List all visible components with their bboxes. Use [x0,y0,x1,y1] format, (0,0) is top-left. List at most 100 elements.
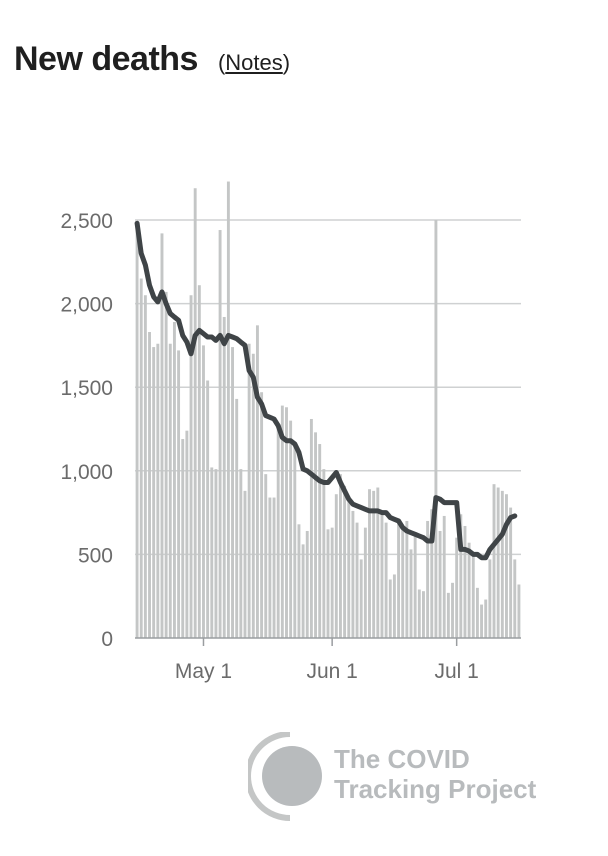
bar [226,181,230,638]
bar [301,544,305,638]
bar [492,484,496,638]
bar [197,285,201,638]
bar [255,325,259,638]
bar [164,291,168,638]
bar [376,487,380,638]
y-tick-label: 0 [101,628,113,651]
bar [143,295,147,638]
bar [297,524,301,638]
bar [397,520,401,638]
bar [272,497,276,638]
bar [496,487,500,638]
x-tick-label: Jun 1 [306,660,357,683]
bar [338,474,342,638]
bar [380,510,384,638]
bar [446,592,450,638]
bar [434,220,438,638]
bar [218,230,222,639]
bar [480,604,484,638]
x-axis-ticks: May 1 Jun 1 Jul 1 [175,638,479,683]
bar [231,347,234,638]
bar [160,233,164,638]
bar [330,527,334,638]
bar [168,343,172,638]
bar [363,527,367,638]
notes-link-group: (Notes) [218,50,290,76]
bar-series [135,181,521,639]
bar [139,278,143,638]
bar [505,494,508,638]
bar [289,420,293,638]
bar [280,405,284,638]
bar [309,418,313,638]
bar [322,469,326,638]
bar [185,430,189,638]
bar [392,574,396,638]
bar [181,439,185,638]
bar [384,522,388,638]
y-tick-label: 1,000 [60,461,113,484]
bar [438,530,442,638]
bar [467,542,471,638]
y-tick-label: 2,000 [60,294,113,317]
bar [285,407,288,638]
bar [372,490,376,638]
bar [135,228,139,639]
notes-paren-close: ) [282,50,291,75]
bar [239,469,243,638]
bar [500,490,504,638]
bar [268,497,272,638]
bar [334,494,338,638]
bar [193,188,197,638]
bar [409,549,413,638]
y-tick-label: 2,500 [60,210,113,233]
seven-day-average-line [134,220,518,561]
bar [177,350,181,638]
bar [517,584,521,638]
bar [455,537,459,638]
x-tick-label: May 1 [175,660,232,683]
bar [305,530,309,638]
bar [355,522,359,638]
y-axis-ticks: 0 500 1,000 1,500 2,000 2,500 [60,210,113,651]
bar [451,582,454,638]
bar [206,380,210,638]
bar [148,332,151,638]
bar [214,469,218,638]
grid-lines [135,219,521,556]
bar [509,507,513,638]
y-tick-label: 1,500 [60,377,113,400]
bar [426,520,430,638]
bar [401,529,405,638]
y-tick-label: 500 [78,544,113,567]
covid-tracking-project-logo: The COVID Tracking Project [248,732,537,821]
logo-line-1: The COVID [334,744,470,774]
notes-link[interactable]: Notes [225,50,283,75]
bar [326,529,330,638]
bar [417,589,421,638]
bar [293,445,297,638]
bar [359,559,363,638]
bar [463,525,467,638]
bar [413,534,417,638]
bar [202,345,205,638]
bar [388,579,392,638]
bar [276,427,280,638]
chart-title: New deaths [14,40,198,78]
line-series [134,220,518,561]
notes-paren-open: ( [217,50,226,75]
bar [243,490,247,638]
bar [471,552,475,638]
bar [314,432,318,638]
bar [156,343,160,638]
bar [222,316,226,638]
bar [152,347,156,638]
deaths-chart: 0 500 1,000 1,500 2,000 2,500 May 1 Jun 1 Jul 1 [60,181,521,683]
bar [484,599,488,638]
bar [442,515,446,638]
bar [488,559,492,638]
logo-mark-icon [248,732,322,821]
bar [513,559,517,638]
chart-header: New deaths (Notes) [14,40,290,79]
bar [318,444,322,638]
